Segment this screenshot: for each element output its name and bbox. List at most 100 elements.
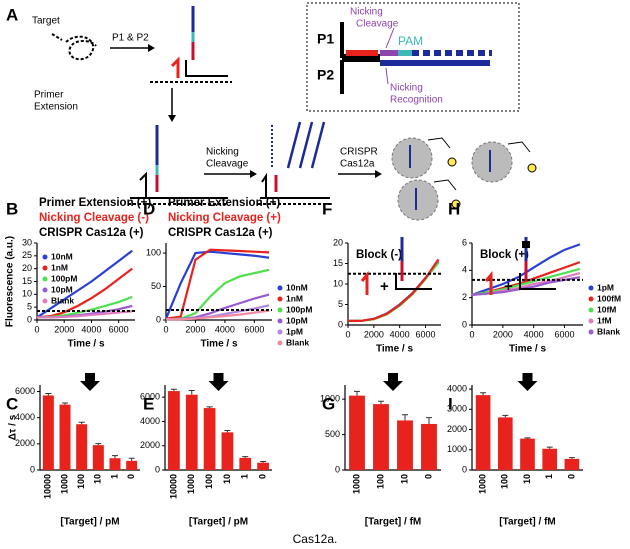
inset-red (360, 270, 369, 295)
step-label: CRISPR (340, 147, 378, 158)
error-bar (45, 393, 52, 396)
legend-marker (277, 318, 283, 324)
legend-label: 1nM (51, 262, 68, 272)
x-tick-label: 0 (566, 474, 576, 479)
y-tick-label: 0 (335, 464, 340, 474)
legend-label: 10nM (286, 282, 308, 292)
x-tick-label: 2000 (185, 324, 205, 334)
legend-marker (42, 287, 48, 293)
y-tick-label: 20 (333, 237, 343, 247)
y-tick-label: 0 (462, 464, 467, 474)
x-tick-label: 0 (423, 474, 433, 479)
x-tick-label: 0 (469, 329, 474, 339)
y-tick-label: 0 (338, 319, 343, 329)
error-bar (426, 417, 432, 424)
y-tick-label: 4000 (447, 383, 467, 393)
error-bar (502, 414, 509, 418)
step-label: Primer (34, 90, 64, 101)
series-line (165, 248, 270, 320)
error-bar (62, 402, 68, 405)
arrow-head (375, 170, 382, 178)
p2-segment (380, 60, 412, 66)
x-tick-label: 1 (240, 474, 250, 479)
x-axis-label: Time / s (200, 339, 237, 350)
legend-label: Blank (51, 295, 74, 305)
bar (421, 423, 437, 470)
error-bar (206, 406, 213, 409)
p2 (340, 58, 380, 94)
fluor (527, 163, 537, 173)
y-tick-label: 0 (30, 464, 35, 474)
error-bar (402, 414, 408, 421)
bar (349, 395, 365, 470)
legend-label: 100pM (51, 273, 77, 283)
inset-label: Recognition (390, 95, 443, 106)
inset-label: Nicking (350, 7, 383, 18)
x-tick-label: 10000 (43, 474, 53, 499)
legend-marker (588, 285, 594, 291)
series-line (348, 260, 440, 322)
y-tick-label: 15 (22, 276, 32, 286)
series-line (164, 250, 270, 320)
x-tick-label: 10 (522, 474, 532, 484)
chart-title: Nicking Cleavage (-) (39, 212, 149, 224)
caption: Cas12a. (293, 532, 338, 546)
x-tick-label: 100 (76, 474, 86, 489)
inset-label: P2 (317, 67, 334, 83)
legend-label: 10pM (51, 284, 73, 294)
duplex (260, 172, 330, 199)
arrow-head (148, 44, 155, 52)
inset-label: PAM (398, 34, 423, 48)
y-tick-label: 1000 (447, 444, 467, 454)
y-tick-label: 10 (333, 278, 343, 288)
primer-red (170, 56, 180, 78)
reporter (427, 137, 531, 191)
x-axis-label: [Target] / pM (60, 517, 119, 528)
x-tick-label: 0 (126, 474, 136, 479)
error-bar (354, 390, 360, 396)
legend-label: 100pM (286, 304, 312, 314)
panel-label: C (6, 394, 18, 413)
arrow-head (250, 170, 257, 178)
bar (92, 445, 104, 470)
y-axis-label: Δτ / s (8, 414, 19, 440)
x-tick-label: 4000 (390, 329, 410, 339)
x-tick-label: 0 (345, 329, 350, 339)
bar (168, 391, 180, 470)
x-tick-label: 1000 (477, 474, 487, 494)
error-bar (524, 437, 531, 439)
legend-marker (42, 254, 48, 260)
duplex (130, 171, 228, 199)
pam (398, 50, 412, 56)
primer-black (185, 60, 228, 77)
target-label: Target (32, 16, 60, 27)
legend-marker (277, 307, 283, 313)
inset-label: Nicking (390, 83, 423, 94)
chart-title: CRISPR Cas12a (+) (168, 227, 273, 239)
panel-label: E (143, 394, 154, 413)
panel-label: A (6, 5, 18, 24)
chart-title: Block (+) (480, 249, 529, 261)
panel-label: I (448, 394, 453, 413)
error-bar (170, 388, 177, 392)
x-axis-label: [Target] / fM (499, 517, 555, 528)
cas12a (397, 179, 439, 221)
series-line (348, 258, 440, 322)
x-tick-label: 0 (257, 474, 267, 479)
error-bar (128, 457, 135, 461)
y-tick-label: 2 (462, 292, 467, 302)
step-label: Cleavage (206, 159, 249, 170)
chart-title: Primer Extension (+) (168, 197, 280, 209)
legend-marker (277, 296, 283, 302)
axis (164, 385, 272, 471)
step-label: Nicking (206, 147, 239, 158)
series-line (166, 309, 270, 321)
crrna (409, 145, 491, 210)
error-bar (546, 446, 553, 449)
step-label: Extension (34, 102, 78, 113)
x-axis-label: [Target] / pM (189, 517, 248, 528)
cas12a-complexes (391, 137, 537, 221)
y-tick-label: 15 (333, 258, 343, 268)
inset-black (395, 273, 432, 290)
y-tick-label: 4 (462, 265, 467, 275)
